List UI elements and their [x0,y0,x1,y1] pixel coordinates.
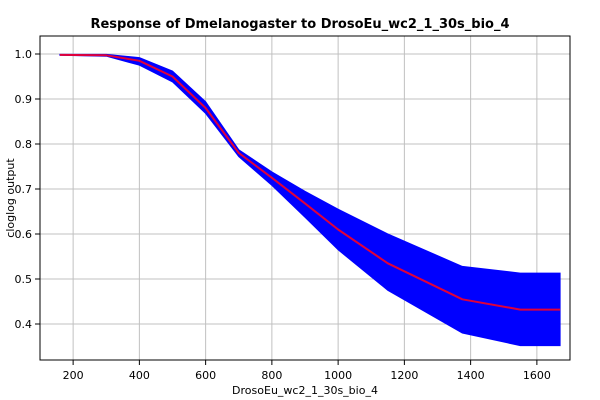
mean-line [59,53,561,311]
confidence-band [59,53,561,347]
y-axis-label: cloglog output [4,158,17,238]
x-tick-label: 1600 [523,369,551,382]
mean-response-line [59,53,561,311]
y-tick-label: 0.6 [15,228,33,241]
confidence-band-area [59,53,561,347]
x-tick-label: 800 [261,369,282,382]
x-tick-label: 1200 [390,369,418,382]
y-axis-ticks: 0.4 0.5 0.6 0.7 0.8 0.9 1.0 [15,48,40,331]
plot-frame [39,35,571,361]
y-tick-label: 0.4 [15,318,33,331]
x-tick-label: 600 [195,369,216,382]
x-tick-label: 200 [63,369,84,382]
y-tick-label: 0.8 [15,138,33,151]
x-axis-ticks: 200 400 600 800 1000 1200 1400 1600 [63,360,551,382]
x-tick-label: 1000 [324,369,352,382]
y-tick-label: 1.0 [15,48,33,61]
chart-title: Response of Dmelanogaster to DrosoEu_wc2… [90,17,509,32]
x-tick-label: 1400 [457,369,485,382]
y-tick-label: 0.9 [15,93,33,106]
y-tick-label: 0.7 [15,183,33,196]
x-tick-label: 400 [129,369,150,382]
x-axis-label: DrosoEu_wc2_1_30s_bio_4 [232,384,378,397]
y-tick-label: 0.5 [15,273,33,286]
